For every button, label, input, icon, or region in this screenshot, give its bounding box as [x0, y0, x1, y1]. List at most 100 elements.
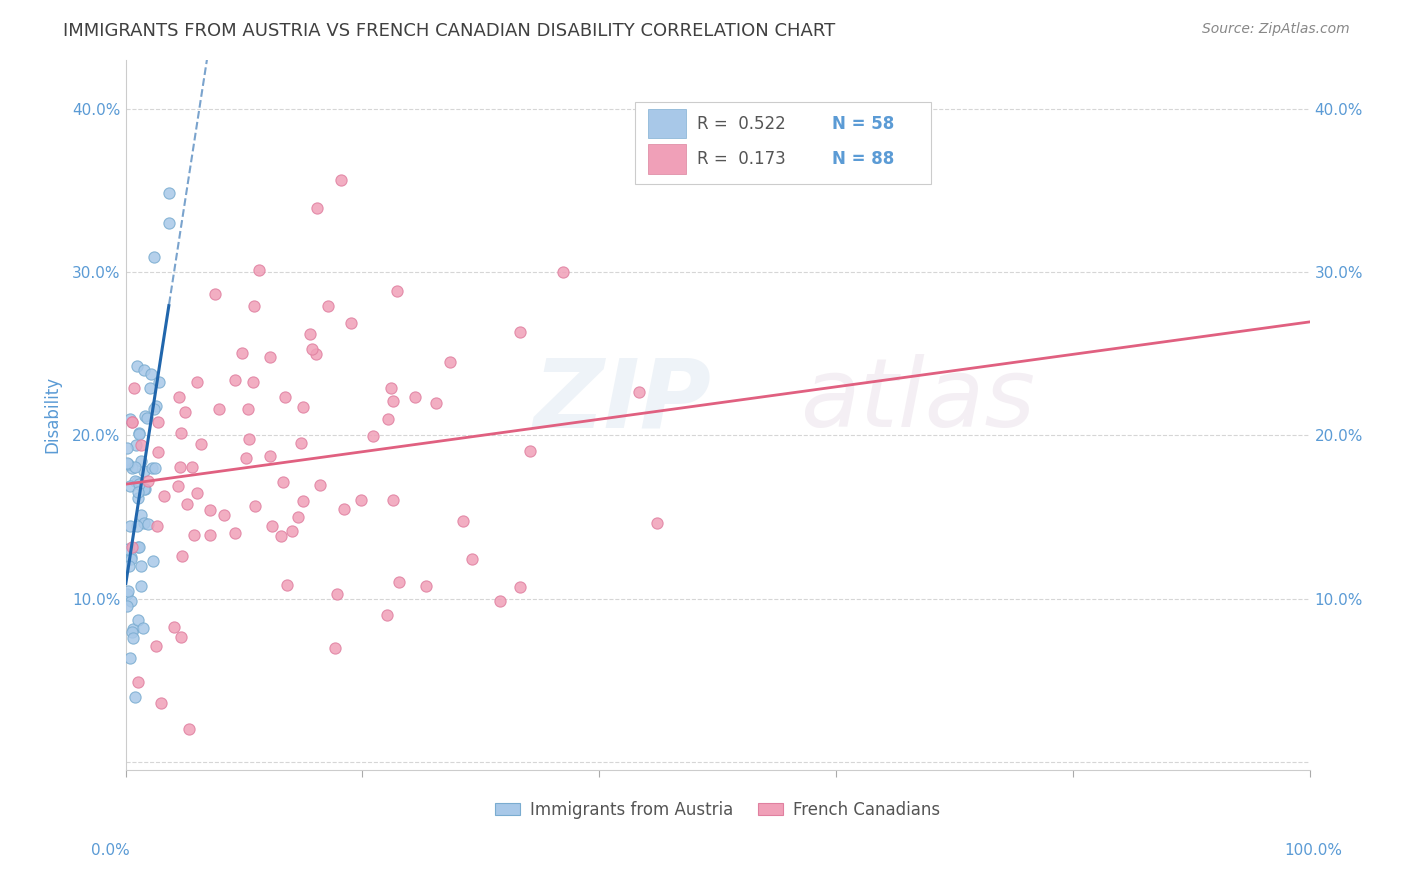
Point — [333, 501, 356, 516]
Point — [242, 299, 264, 313]
Point — [129, 508, 152, 523]
Point — [281, 524, 304, 538]
Point — [204, 287, 226, 301]
Point — [134, 482, 156, 496]
Point — [127, 491, 149, 506]
Point — [245, 499, 267, 513]
Point — [142, 554, 165, 568]
Point — [146, 519, 169, 533]
Text: 100.0%: 100.0% — [1285, 843, 1343, 858]
Point — [183, 528, 205, 542]
Point — [238, 432, 260, 446]
FancyBboxPatch shape — [648, 145, 686, 174]
Point — [132, 620, 155, 634]
Point — [127, 540, 149, 554]
Point — [146, 444, 169, 458]
Point — [141, 461, 163, 475]
Point — [180, 460, 202, 475]
Point — [461, 552, 484, 566]
Point — [134, 482, 156, 496]
Point — [127, 674, 149, 689]
Point — [224, 373, 246, 387]
Point — [118, 558, 141, 573]
Point — [117, 599, 139, 614]
Point — [121, 594, 143, 608]
FancyBboxPatch shape — [634, 103, 931, 184]
Point — [270, 528, 292, 542]
Point — [404, 390, 426, 404]
Point — [166, 479, 188, 493]
Point — [276, 578, 298, 592]
Point — [118, 478, 141, 492]
Point — [163, 620, 186, 634]
Point — [262, 519, 284, 533]
Point — [132, 516, 155, 531]
Point — [551, 265, 574, 279]
Text: N = 58: N = 58 — [832, 114, 894, 133]
Point — [350, 492, 373, 507]
Point — [115, 441, 138, 455]
Point — [170, 549, 193, 564]
Point — [128, 540, 150, 554]
Point — [375, 608, 398, 623]
Point — [291, 400, 314, 414]
Point — [136, 410, 159, 425]
Point — [208, 401, 231, 416]
Point — [380, 381, 402, 395]
Point — [124, 474, 146, 488]
Point — [212, 508, 235, 522]
Point — [299, 327, 322, 342]
Point — [415, 579, 437, 593]
FancyBboxPatch shape — [648, 109, 686, 138]
Point — [382, 394, 405, 409]
Point — [451, 515, 474, 529]
Point — [259, 449, 281, 463]
Point — [117, 456, 139, 470]
Point — [316, 299, 339, 313]
Point — [128, 425, 150, 440]
Point — [132, 464, 155, 478]
Point — [117, 542, 139, 557]
Point — [138, 381, 160, 395]
Text: Source: ZipAtlas.com: Source: ZipAtlas.com — [1202, 22, 1350, 37]
Point — [124, 459, 146, 474]
Point — [645, 516, 668, 530]
Point — [509, 325, 531, 339]
Point — [145, 399, 167, 413]
Point — [174, 405, 197, 419]
Point — [323, 640, 346, 655]
Point — [127, 485, 149, 500]
Point — [231, 346, 253, 360]
Point — [120, 519, 142, 533]
Point — [153, 490, 176, 504]
Point — [149, 696, 172, 710]
Point — [170, 630, 193, 644]
Point — [236, 402, 259, 417]
Legend: Immigrants from Austria, French Canadians: Immigrants from Austria, French Canadian… — [488, 794, 946, 826]
Point — [121, 623, 143, 637]
Point — [120, 551, 142, 566]
Point — [628, 385, 651, 400]
Point — [271, 475, 294, 490]
Point — [176, 497, 198, 511]
Point — [136, 474, 159, 488]
Point — [120, 411, 142, 425]
Point — [200, 528, 222, 542]
Point — [301, 342, 323, 356]
Point — [326, 586, 349, 600]
Point — [136, 516, 159, 531]
Point — [186, 375, 208, 389]
Point — [361, 429, 384, 443]
Text: ZIP: ZIP — [534, 354, 711, 447]
Point — [129, 454, 152, 468]
Text: 0.0%: 0.0% — [91, 843, 131, 858]
Point — [128, 426, 150, 441]
Point — [115, 587, 138, 601]
Point — [131, 579, 153, 593]
Point — [134, 409, 156, 423]
Point — [157, 216, 180, 230]
Point — [425, 396, 447, 410]
Point — [146, 415, 169, 429]
Point — [121, 415, 143, 429]
Point — [129, 438, 152, 452]
